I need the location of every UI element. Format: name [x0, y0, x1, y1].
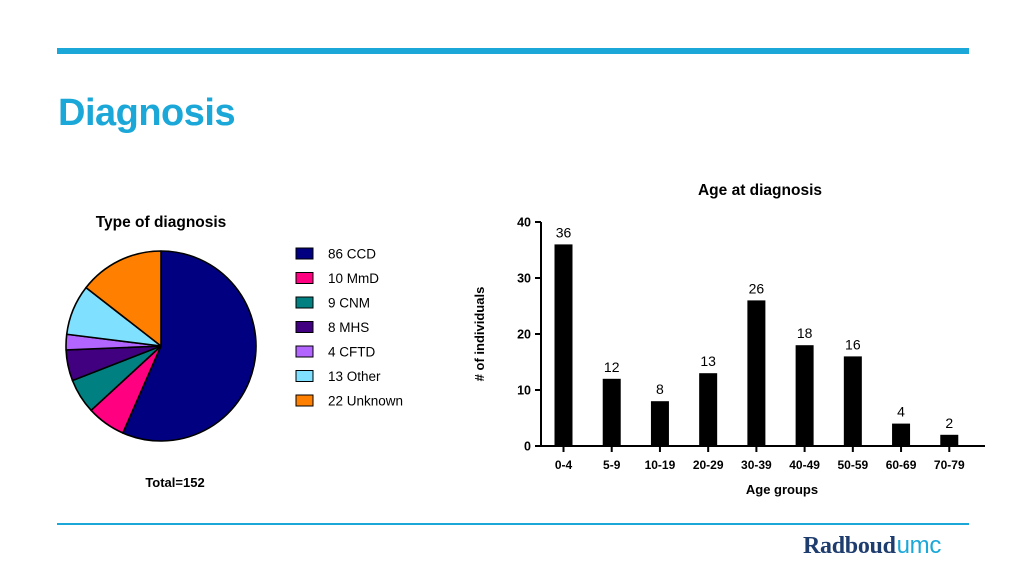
legend-label: 9 CNM — [328, 296, 370, 311]
bar-10-19 — [650, 401, 669, 446]
y-tick-label: 30 — [517, 272, 531, 286]
legend-label: 13 Other — [328, 369, 381, 384]
y-axis-ticks: 0 10 20 30 40 — [517, 216, 541, 454]
pie-total-label: Total=152 — [145, 475, 204, 490]
y-tick-label: 10 — [517, 384, 531, 398]
bottom-accent-rule — [57, 523, 969, 525]
legend-label: 8 MHS — [328, 320, 369, 335]
pie-slice-unknown — [85, 250, 162, 347]
bar-chart: Age at diagnosis 0 10 20 30 40 36 12 8 13 26 18 16… — [472, 182, 985, 497]
legend-label: 22 Unknown — [328, 394, 403, 409]
legend-swatch — [295, 247, 314, 260]
x-tick-label: 0-4 — [555, 458, 573, 472]
bar-value-label: 8 — [656, 381, 664, 397]
legend-swatch — [295, 394, 314, 407]
bar-70-79 — [940, 434, 959, 446]
x-tick-label: 10-19 — [645, 458, 676, 472]
pie-legend: 86 CCD 10 MmD 9 CNM 8 MHS 4 CFTD 13 Other 22 U… — [295, 247, 403, 409]
x-axis-label: Age groups — [746, 482, 818, 497]
x-axis-ticks: 0-4 5-9 10-19 20-29 30-39 40-49 50-59 60-69 70-7… — [555, 446, 965, 472]
legend-swatch — [295, 321, 314, 333]
x-tick-label: 20-29 — [693, 458, 724, 472]
pie-chart-title: Type of diagnosis — [96, 214, 227, 231]
bar-0-4 — [554, 244, 573, 446]
slide-title: Diagnosis — [58, 92, 236, 134]
legend-swatch — [295, 370, 314, 382]
x-tick-label: 60-69 — [886, 458, 917, 472]
bar-30-39 — [747, 300, 766, 446]
bar-50-59 — [843, 356, 862, 446]
bar-series: 36 12 8 13 26 18 16 4 2 — [554, 224, 959, 446]
x-tick-label: 30-39 — [741, 458, 772, 472]
y-tick-label: 20 — [517, 328, 531, 342]
bar-chart-title: Age at diagnosis — [698, 182, 822, 199]
x-tick-label: 40-49 — [789, 458, 820, 472]
bar-40-49 — [795, 345, 814, 446]
bar-value-label: 16 — [845, 336, 861, 352]
legend-swatch — [295, 345, 314, 358]
legend-label: 86 CCD — [328, 247, 376, 262]
y-tick-label: 0 — [524, 440, 531, 454]
top-accent-rule — [57, 48, 969, 54]
logo-text-radboud: Radboud — [803, 533, 896, 559]
pie-chart: Type of diagnosis 86 CCD 10 MmD 9 CNM 8 MHS… — [65, 214, 403, 490]
bar-value-label: 4 — [897, 404, 905, 420]
logo-text-umc: umc — [896, 532, 942, 559]
bar-5-9 — [602, 378, 621, 446]
x-tick-label: 70-79 — [934, 458, 965, 472]
legend-swatch — [295, 272, 314, 284]
bar-value-label: 2 — [945, 415, 953, 431]
legend-label: 4 CFTD — [328, 345, 376, 360]
legend-swatch — [295, 296, 314, 309]
pie-slice-ccd — [122, 250, 257, 442]
bar-20-29 — [699, 373, 718, 446]
x-tick-label: 5-9 — [603, 458, 621, 472]
bar-value-label: 36 — [556, 224, 572, 240]
bar-value-label: 26 — [749, 280, 765, 296]
pie-slices — [65, 250, 257, 442]
bar-value-label: 13 — [700, 353, 716, 369]
legend-label: 10 MmD — [328, 271, 379, 286]
y-axis-label: # of individuals — [472, 287, 487, 382]
y-tick-label: 40 — [517, 216, 531, 230]
x-tick-label: 50-59 — [837, 458, 868, 472]
bar-value-label: 12 — [604, 359, 620, 375]
bar-value-label: 18 — [797, 325, 813, 341]
radboudumc-logo: Radboudumc — [803, 532, 941, 560]
bar-60-69 — [892, 423, 911, 446]
